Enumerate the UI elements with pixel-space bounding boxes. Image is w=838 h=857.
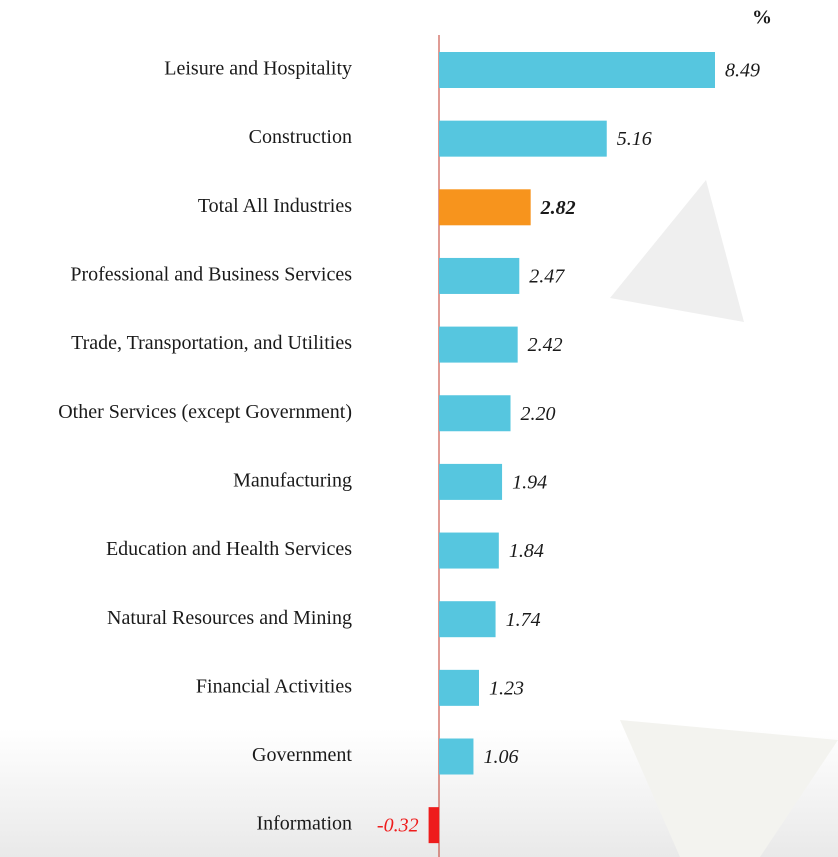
category-label: Trade, Transportation, and Utilities [71, 332, 352, 354]
category-label: Other Services (except Government) [58, 401, 352, 423]
bar [439, 120, 607, 157]
category-label: Information [256, 813, 352, 835]
bar [439, 52, 715, 88]
bar [439, 257, 520, 294]
bar [439, 395, 511, 432]
value-label: 1.74 [506, 609, 541, 631]
value-label: 2.47 [529, 266, 565, 288]
category-label: Financial Activities [196, 675, 352, 697]
category-label: Leisure and Hospitality [164, 58, 352, 80]
value-label: 2.20 [521, 403, 556, 425]
category-label: Manufacturing [233, 469, 352, 491]
category-label: Government [252, 744, 352, 766]
bar [439, 738, 474, 775]
category-label: Total All Industries [198, 195, 352, 217]
value-label: 1.94 [512, 471, 547, 493]
value-label: 2.82 [540, 197, 576, 219]
category-label: Professional and Business Services [70, 264, 352, 286]
category-label: Natural Resources and Mining [107, 607, 352, 629]
category-label: Construction [249, 126, 352, 148]
bar [428, 807, 439, 844]
bar [439, 532, 499, 569]
bar [439, 189, 531, 226]
decor-triangle [610, 180, 744, 322]
bar [439, 326, 518, 363]
bar [439, 669, 479, 706]
bar [439, 601, 496, 638]
category-label: Education and Health Services [106, 538, 352, 560]
value-label: 5.16 [617, 128, 652, 150]
unit-label: % [752, 7, 772, 29]
value-label: 2.42 [528, 334, 563, 356]
value-label: 1.06 [483, 746, 518, 768]
value-label: 8.49 [725, 60, 760, 82]
value-label: 1.84 [509, 540, 544, 562]
value-label: -0.32 [377, 815, 419, 837]
value-label: 1.23 [489, 677, 524, 699]
bar [439, 463, 503, 500]
decor-triangle [620, 720, 838, 857]
